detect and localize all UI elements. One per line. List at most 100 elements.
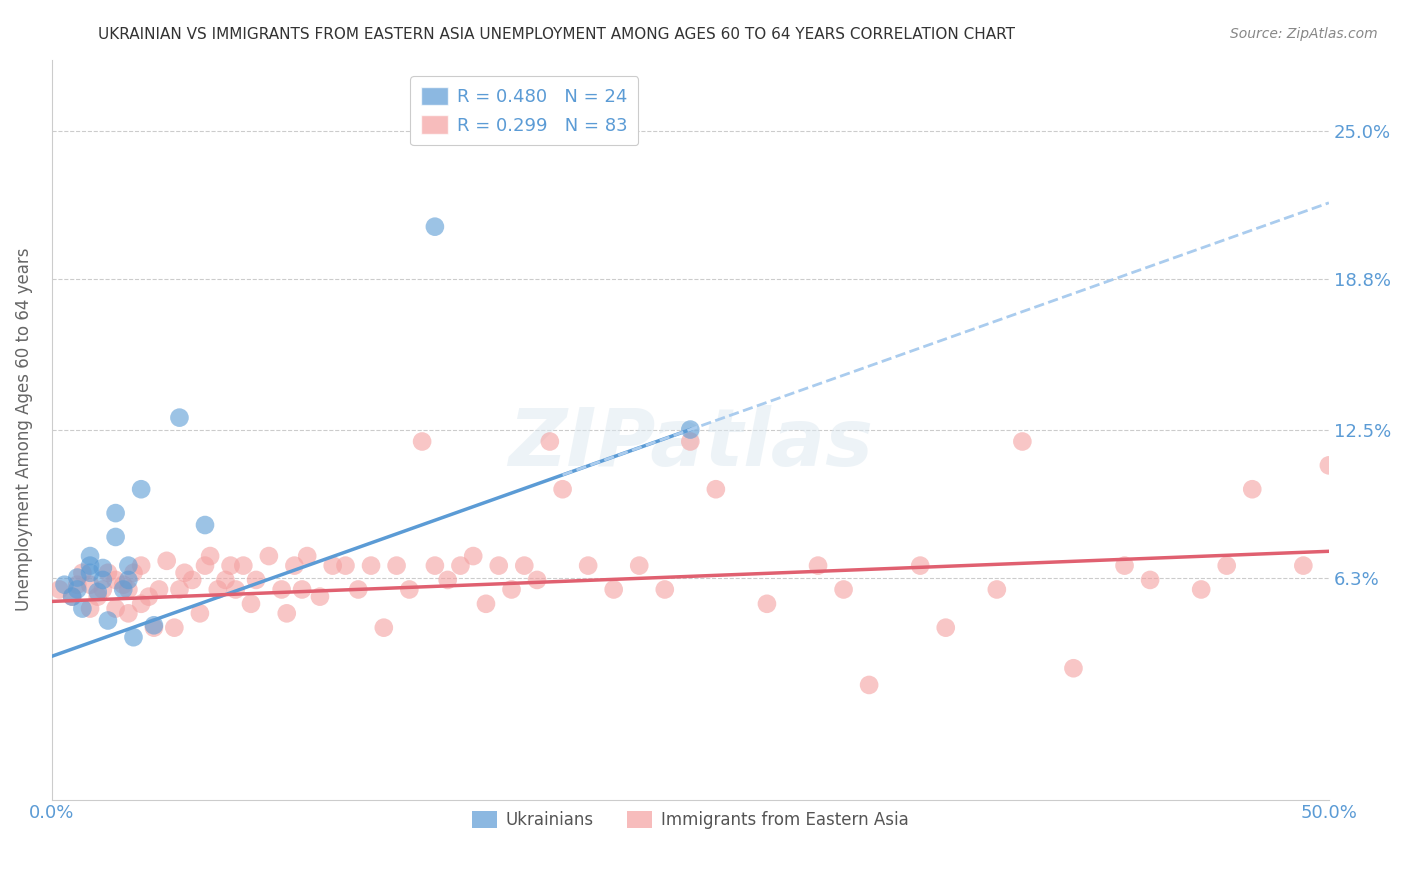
Point <box>526 573 548 587</box>
Point <box>347 582 370 597</box>
Point <box>138 590 160 604</box>
Point <box>436 573 458 587</box>
Point <box>501 582 523 597</box>
Point <box>398 582 420 597</box>
Point <box>207 582 229 597</box>
Point <box>53 578 76 592</box>
Point <box>411 434 433 449</box>
Point <box>270 582 292 597</box>
Point <box>66 582 89 597</box>
Point <box>1062 661 1084 675</box>
Point <box>1139 573 1161 587</box>
Point <box>129 558 152 573</box>
Point <box>538 434 561 449</box>
Point <box>513 558 536 573</box>
Point <box>97 566 120 580</box>
Point <box>295 549 318 563</box>
Point <box>188 607 211 621</box>
Point <box>104 573 127 587</box>
Point <box>129 597 152 611</box>
Point <box>232 558 254 573</box>
Point <box>1114 558 1136 573</box>
Point <box>322 558 344 573</box>
Point <box>679 434 702 449</box>
Point <box>60 590 83 604</box>
Point <box>117 582 139 597</box>
Point <box>60 590 83 604</box>
Point <box>1215 558 1237 573</box>
Point <box>986 582 1008 597</box>
Point <box>66 570 89 584</box>
Point <box>169 582 191 597</box>
Point <box>219 558 242 573</box>
Point <box>908 558 931 573</box>
Point <box>79 549 101 563</box>
Point <box>360 558 382 573</box>
Text: UKRAINIAN VS IMMIGRANTS FROM EASTERN ASIA UNEMPLOYMENT AMONG AGES 60 TO 64 YEARS: UKRAINIAN VS IMMIGRANTS FROM EASTERN ASI… <box>98 27 1015 42</box>
Point <box>104 506 127 520</box>
Point <box>181 573 204 587</box>
Point <box>48 582 70 597</box>
Point <box>309 590 332 604</box>
Point <box>276 607 298 621</box>
Point <box>373 621 395 635</box>
Point <box>163 621 186 635</box>
Point <box>79 601 101 615</box>
Point <box>628 558 651 573</box>
Point <box>169 410 191 425</box>
Point <box>91 561 114 575</box>
Point <box>194 558 217 573</box>
Point <box>423 219 446 234</box>
Point <box>117 558 139 573</box>
Point <box>240 597 263 611</box>
Point <box>488 558 510 573</box>
Point <box>87 585 110 599</box>
Point <box>87 590 110 604</box>
Point <box>385 558 408 573</box>
Point <box>142 618 165 632</box>
Point <box>117 573 139 587</box>
Point <box>148 582 170 597</box>
Point <box>463 549 485 563</box>
Point <box>117 607 139 621</box>
Point <box>142 621 165 635</box>
Point <box>66 578 89 592</box>
Point <box>423 558 446 573</box>
Point <box>935 621 957 635</box>
Point <box>755 597 778 611</box>
Point <box>602 582 624 597</box>
Y-axis label: Unemployment Among Ages 60 to 64 years: Unemployment Among Ages 60 to 64 years <box>15 248 32 611</box>
Point <box>97 614 120 628</box>
Point <box>91 582 114 597</box>
Text: Source: ZipAtlas.com: Source: ZipAtlas.com <box>1230 27 1378 41</box>
Point <box>858 678 880 692</box>
Point <box>283 558 305 573</box>
Point <box>245 573 267 587</box>
Point <box>832 582 855 597</box>
Point <box>104 530 127 544</box>
Point <box>104 601 127 615</box>
Point <box>291 582 314 597</box>
Point <box>1317 458 1340 473</box>
Point <box>475 597 498 611</box>
Point <box>807 558 830 573</box>
Point <box>1241 482 1264 496</box>
Point <box>122 566 145 580</box>
Point <box>1292 558 1315 573</box>
Point <box>551 482 574 496</box>
Point <box>198 549 221 563</box>
Point <box>449 558 471 573</box>
Point <box>257 549 280 563</box>
Point <box>173 566 195 580</box>
Point <box>79 566 101 580</box>
Point <box>654 582 676 597</box>
Point <box>112 582 135 597</box>
Point <box>704 482 727 496</box>
Legend: Ukrainians, Immigrants from Eastern Asia: Ukrainians, Immigrants from Eastern Asia <box>465 804 915 836</box>
Point <box>194 518 217 533</box>
Point <box>112 578 135 592</box>
Point <box>1011 434 1033 449</box>
Text: ZIPatlas: ZIPatlas <box>508 405 873 483</box>
Point <box>335 558 357 573</box>
Point <box>79 558 101 573</box>
